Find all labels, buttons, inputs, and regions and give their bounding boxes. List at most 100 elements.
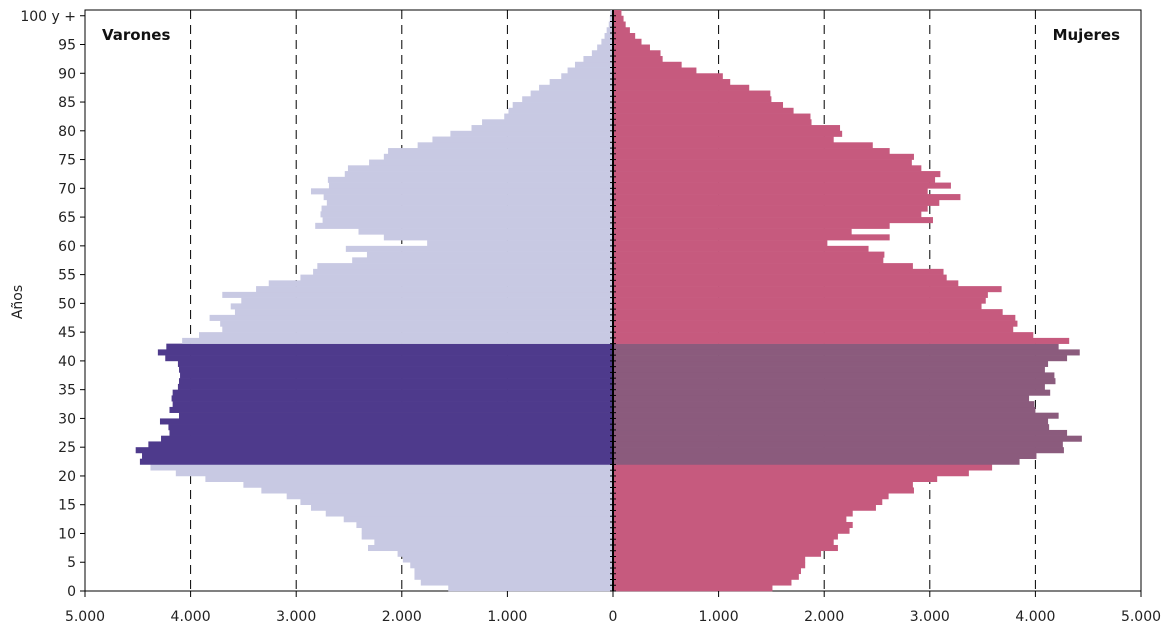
bar-male — [315, 222, 613, 229]
y-tick-label: 25 — [58, 440, 76, 456]
bar-male — [561, 73, 613, 80]
bar-male — [157, 349, 613, 356]
bar-male — [574, 61, 613, 68]
bar-female — [613, 475, 938, 483]
bar-female — [613, 447, 1064, 454]
bar-male — [322, 217, 613, 224]
x-tick-label: 4.000 — [171, 609, 211, 625]
bar-female — [613, 556, 806, 563]
bar-female — [613, 493, 889, 500]
bar-male — [161, 435, 614, 442]
bar-male — [608, 21, 613, 28]
bar-female — [613, 113, 811, 120]
legend-male-label: Varones — [102, 26, 170, 44]
bar-male — [325, 510, 613, 517]
bar-female — [613, 349, 1080, 356]
bar-male — [368, 544, 613, 552]
bar-female — [613, 366, 1045, 373]
bar-female — [613, 257, 884, 264]
bar-male — [504, 113, 613, 120]
bar-female — [613, 119, 812, 126]
y-tick-label: 75 — [58, 153, 76, 169]
bar-male — [169, 429, 614, 436]
bar-female — [613, 395, 1030, 402]
bar-female — [613, 291, 988, 298]
bar-female — [613, 297, 986, 304]
bar-female — [613, 562, 806, 569]
x-tick-label: 1.000 — [487, 609, 527, 625]
bar-male — [583, 56, 613, 63]
bar-male — [182, 337, 614, 344]
bar-female — [613, 171, 941, 178]
bar-male — [321, 205, 613, 212]
bar-female — [613, 510, 853, 517]
bar-male — [234, 309, 613, 316]
y-tick-label: 15 — [58, 498, 76, 514]
bar-male — [508, 107, 613, 114]
bar-male — [222, 291, 613, 298]
bar-male — [388, 148, 613, 155]
bar-female — [613, 504, 876, 511]
x-tick-label: 1.000 — [699, 609, 739, 625]
bar-male — [171, 395, 614, 402]
bar-male — [178, 378, 613, 385]
bar-female — [613, 326, 1014, 333]
bar-male — [609, 15, 613, 22]
y-axis-title: Años — [10, 285, 26, 319]
bar-female — [613, 27, 630, 34]
y-tick-label: 70 — [58, 181, 76, 197]
bar-male — [356, 521, 613, 529]
bar-female — [613, 10, 622, 17]
bar-male — [177, 360, 614, 367]
bar-female — [613, 222, 890, 229]
x-tick-label: 0 — [609, 609, 618, 625]
y-tick-label: 45 — [58, 325, 76, 341]
bar-female — [613, 360, 1049, 367]
bar-female — [613, 429, 1068, 436]
bar-female — [613, 130, 843, 137]
bar-male — [300, 274, 613, 281]
bar-female — [613, 142, 873, 149]
bar-male — [148, 441, 614, 448]
bar-female — [613, 217, 933, 224]
bar-female — [613, 441, 1063, 448]
y-tick-label: 55 — [58, 268, 76, 284]
bar-male — [591, 50, 613, 57]
bar-male — [567, 67, 613, 74]
axes — [80, 10, 1142, 597]
bar-female — [613, 521, 853, 529]
bar-female — [613, 544, 838, 552]
bar-male — [471, 125, 613, 132]
bar-male — [374, 539, 613, 546]
bar-female — [613, 337, 1070, 344]
bar-male — [327, 176, 613, 183]
bar-male — [286, 493, 613, 500]
bar-female — [613, 194, 961, 201]
y-tick-label: 50 — [58, 296, 76, 312]
bar-female — [613, 245, 869, 252]
bar-female — [613, 389, 1051, 396]
bar-male — [243, 481, 613, 488]
bar-male — [169, 406, 614, 413]
bar-female — [613, 378, 1056, 385]
x-tick-label: 3.000 — [910, 609, 950, 625]
bar-male — [222, 326, 613, 333]
bar-female — [613, 44, 650, 51]
bar-male — [383, 153, 613, 160]
y-tick-label: 30 — [58, 411, 76, 427]
bar-female — [613, 79, 731, 86]
bar-female — [613, 125, 841, 132]
bar-female — [613, 372, 1055, 379]
bar-female — [613, 383, 1045, 390]
bar-female — [613, 21, 626, 28]
tick-labels: 5.000 4.000 3.000 2.000 1.000 0 1.000 2.000 3.00… — [20, 9, 1161, 625]
y-tick-label: 80 — [58, 124, 76, 140]
bar-female — [613, 579, 792, 586]
y-tick-label: 5 — [67, 555, 76, 571]
bar-male — [241, 297, 613, 304]
bar-female — [613, 286, 1002, 293]
bar-female — [613, 90, 771, 97]
bar-male — [432, 136, 613, 143]
bar-female — [613, 412, 1059, 419]
